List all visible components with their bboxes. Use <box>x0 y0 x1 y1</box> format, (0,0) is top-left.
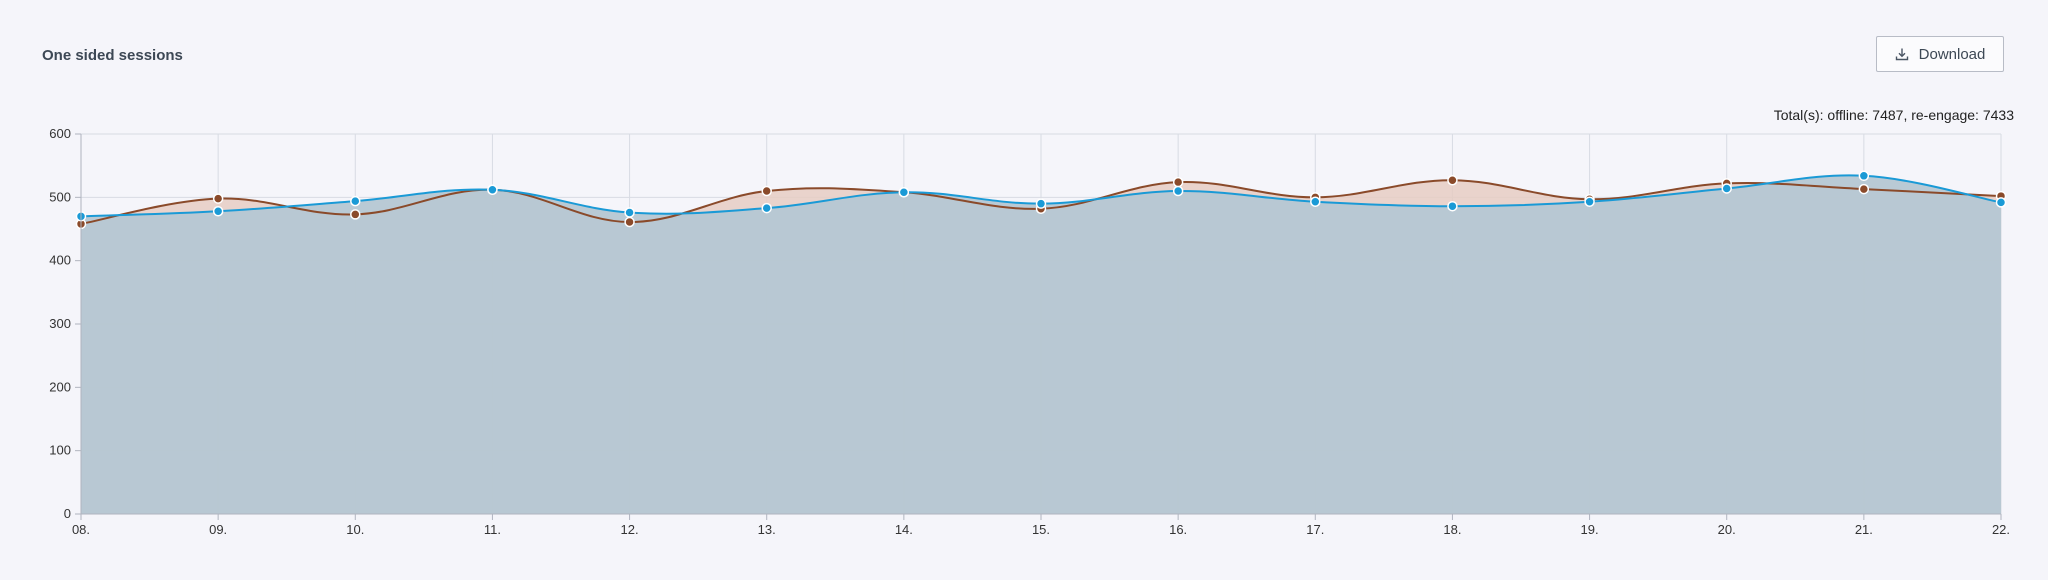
x-tick-label: 10. <box>346 522 364 537</box>
x-tick-label: 09. <box>209 522 227 537</box>
totals-prefix: Total(s): <box>1773 107 1828 123</box>
data-point-reengage <box>1447 200 1458 212</box>
x-tick-label: 22. <box>1992 522 2010 537</box>
data-point-offline <box>1858 183 1870 195</box>
x-tick-label: 20. <box>1718 522 1736 537</box>
data-point-reengage <box>1310 196 1321 208</box>
totals-reengage-label: re-engage: <box>1911 107 1983 123</box>
totals-offline-value: 7487 <box>1872 107 1904 123</box>
x-tick-label: 17. <box>1306 522 1324 537</box>
totals-reengage-value: 7433 <box>1982 107 2014 123</box>
page-title: One sided sessions <box>42 47 183 64</box>
data-point-reengage <box>1858 170 1870 182</box>
y-tick-label: 200 <box>49 379 71 394</box>
data-point-offline <box>624 216 635 228</box>
x-tick-label: 08. <box>72 522 90 537</box>
data-point-offline <box>350 209 361 220</box>
data-point-reengage <box>1035 198 1047 209</box>
x-tick-label: 11. <box>484 522 501 537</box>
y-tick-label: 500 <box>49 189 71 204</box>
data-point-reengage <box>1721 183 1732 194</box>
data-point-reengage <box>624 207 635 218</box>
data-point-reengage <box>761 202 772 214</box>
data-point-reengage <box>212 206 224 217</box>
x-tick-label: 15. <box>1032 522 1050 537</box>
x-tick-label: 18. <box>1443 522 1461 537</box>
data-point-offline <box>761 185 772 197</box>
data-point-offline <box>1447 174 1458 186</box>
x-tick-label: 16. <box>1169 522 1187 537</box>
x-tick-label: 13. <box>758 522 776 537</box>
data-point-offline <box>1172 176 1184 188</box>
download-button[interactable]: Download <box>1876 36 2004 72</box>
data-point-reengage <box>487 184 498 195</box>
totals-summary: Total(s): offline: 7487, re-engage: 7433 <box>1774 107 2014 123</box>
totals-separator: , <box>1903 107 1912 123</box>
totals-offline-label: offline: <box>1827 107 1873 123</box>
y-tick-label: 600 <box>49 126 71 141</box>
data-point-reengage <box>350 195 361 207</box>
data-point-offline <box>212 193 224 204</box>
y-tick-label: 0 <box>64 506 71 521</box>
data-point-reengage <box>1995 197 2007 208</box>
x-tick-label: 12. <box>621 522 639 537</box>
y-tick-label: 100 <box>49 443 71 458</box>
data-point-reengage <box>1172 185 1184 197</box>
data-point-reengage <box>898 187 910 198</box>
y-tick-label: 400 <box>49 253 71 268</box>
x-tick-label: 14. <box>895 522 913 537</box>
data-point-reengage <box>1584 196 1595 208</box>
download-icon <box>1895 47 1909 61</box>
x-tick-label: 21. <box>1855 522 1873 537</box>
y-tick-label: 300 <box>49 316 71 331</box>
x-tick-label: 19. <box>1581 522 1599 537</box>
download-button-label: Download <box>1918 45 1986 63</box>
series-area-reengage <box>81 175 2001 514</box>
series-line-offline <box>80 179 2002 225</box>
